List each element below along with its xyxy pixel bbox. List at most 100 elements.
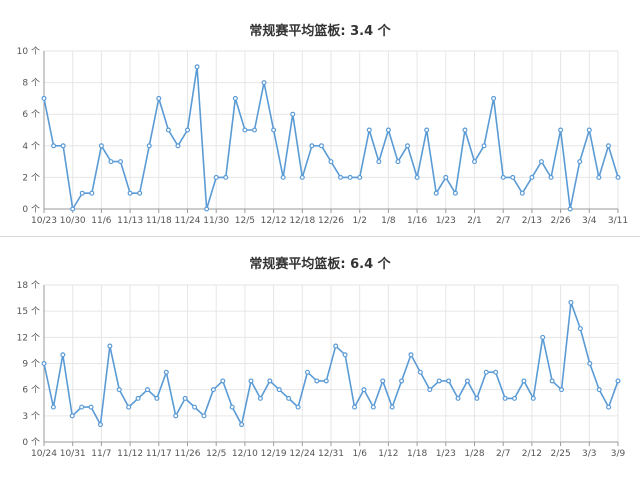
data-point[interactable] xyxy=(242,127,248,133)
data-point[interactable] xyxy=(323,378,329,384)
data-point[interactable] xyxy=(223,174,229,180)
data-point[interactable] xyxy=(399,378,405,384)
data-point[interactable] xyxy=(309,143,315,149)
data-point[interactable] xyxy=(427,387,433,393)
data-point[interactable] xyxy=(540,334,546,340)
data-point[interactable] xyxy=(89,190,95,196)
data-point[interactable] xyxy=(481,143,487,149)
data-point[interactable] xyxy=(257,395,263,401)
data-point[interactable] xyxy=(529,174,535,180)
data-point[interactable] xyxy=(97,422,103,428)
data-point[interactable] xyxy=(395,159,401,165)
data-point[interactable] xyxy=(521,378,527,384)
data-point[interactable] xyxy=(50,404,56,410)
data-point[interactable] xyxy=(483,369,489,375)
data-point[interactable] xyxy=(577,326,583,332)
data-point[interactable] xyxy=(433,190,439,196)
data-point[interactable] xyxy=(232,95,238,101)
data-point[interactable] xyxy=(137,190,143,196)
data-point[interactable] xyxy=(472,159,478,165)
data-point[interactable] xyxy=(182,395,188,401)
data-point[interactable] xyxy=(60,352,66,358)
data-point[interactable] xyxy=(108,159,114,165)
data-point[interactable] xyxy=(577,159,583,165)
data-point[interactable] xyxy=(366,127,372,133)
data-point[interactable] xyxy=(239,422,245,428)
data-point[interactable] xyxy=(361,387,367,393)
data-point[interactable] xyxy=(165,127,171,133)
data-point[interactable] xyxy=(248,378,254,384)
data-point[interactable] xyxy=(118,159,124,165)
data-point[interactable] xyxy=(417,369,423,375)
data-point[interactable] xyxy=(229,404,235,410)
data-point[interactable] xyxy=(126,404,132,410)
data-point[interactable] xyxy=(405,143,411,149)
data-point[interactable] xyxy=(559,387,565,393)
data-point[interactable] xyxy=(424,127,430,133)
data-point[interactable] xyxy=(60,143,66,149)
data-point[interactable] xyxy=(538,159,544,165)
data-point[interactable] xyxy=(586,127,592,133)
data-point[interactable] xyxy=(271,127,277,133)
data-point[interactable] xyxy=(530,395,536,401)
data-point[interactable] xyxy=(493,369,499,375)
data-point[interactable] xyxy=(295,404,301,410)
data-point[interactable] xyxy=(210,387,216,393)
data-point[interactable] xyxy=(314,378,320,384)
data-point[interactable] xyxy=(51,143,57,149)
data-point[interactable] xyxy=(135,395,141,401)
data-point[interactable] xyxy=(261,80,267,86)
data-point[interactable] xyxy=(220,378,226,384)
data-point[interactable] xyxy=(280,174,286,180)
data-point[interactable] xyxy=(145,387,151,393)
data-point[interactable] xyxy=(615,378,621,384)
data-point[interactable] xyxy=(502,395,508,401)
data-point[interactable] xyxy=(408,352,414,358)
data-point[interactable] xyxy=(587,360,593,366)
data-point[interactable] xyxy=(213,174,219,180)
data-point[interactable] xyxy=(474,395,480,401)
data-point[interactable] xyxy=(318,143,324,149)
data-point[interactable] xyxy=(389,404,395,410)
data-point[interactable] xyxy=(452,190,458,196)
data-point[interactable] xyxy=(79,190,85,196)
data-point[interactable] xyxy=(605,143,611,149)
data-point[interactable] xyxy=(328,159,334,165)
data-point[interactable] xyxy=(98,143,104,149)
data-point[interactable] xyxy=(41,95,47,101)
data-point[interactable] xyxy=(70,206,76,212)
data-point[interactable] xyxy=(511,395,517,401)
data-point[interactable] xyxy=(380,378,386,384)
data-point[interactable] xyxy=(299,174,305,180)
data-point[interactable] xyxy=(163,369,169,375)
data-point[interactable] xyxy=(286,395,292,401)
data-point[interactable] xyxy=(376,159,382,165)
data-point[interactable] xyxy=(107,343,113,349)
data-point[interactable] xyxy=(127,190,133,196)
data-point[interactable] xyxy=(79,404,85,410)
data-point[interactable] xyxy=(175,143,181,149)
data-point[interactable] xyxy=(606,404,612,410)
data-point[interactable] xyxy=(41,360,47,366)
data-point[interactable] xyxy=(549,378,555,384)
data-point[interactable] xyxy=(185,127,191,133)
data-point[interactable] xyxy=(333,343,339,349)
data-point[interactable] xyxy=(568,299,574,305)
data-point[interactable] xyxy=(370,404,376,410)
data-point[interactable] xyxy=(385,127,391,133)
data-point[interactable] xyxy=(290,111,296,117)
data-point[interactable] xyxy=(462,127,468,133)
data-point[interactable] xyxy=(116,387,122,393)
data-point[interactable] xyxy=(276,387,282,393)
data-point[interactable] xyxy=(201,413,207,419)
data-point[interactable] xyxy=(154,395,160,401)
data-point[interactable] xyxy=(338,174,344,180)
data-point[interactable] xyxy=(436,378,442,384)
data-point[interactable] xyxy=(519,190,525,196)
data-point[interactable] xyxy=(596,174,602,180)
data-point[interactable] xyxy=(414,174,420,180)
data-point[interactable] xyxy=(567,206,573,212)
data-point[interactable] xyxy=(464,378,470,384)
data-point[interactable] xyxy=(510,174,516,180)
data-point[interactable] xyxy=(69,413,75,419)
